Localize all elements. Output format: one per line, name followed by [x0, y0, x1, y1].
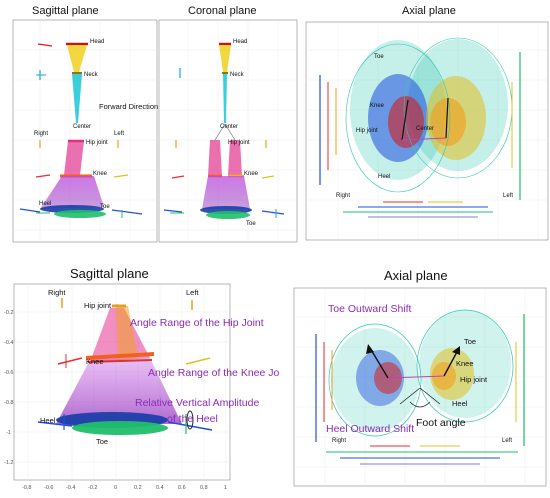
axial-figure-large: Toe Outward Shift Heel Outward Shift Foo…	[293, 287, 547, 487]
label-heel: Heel	[39, 201, 51, 207]
panel-title: Sagittal plane	[32, 5, 99, 17]
axial-figure-small: Toe Knee Hip joint Center Heel Right Lef…	[305, 21, 549, 241]
coronal-plane-panel: Coronal plane	[158, 0, 298, 262]
y-tick: -0.2	[4, 310, 13, 316]
label-left: Left	[502, 438, 512, 444]
sagittal-plane-panel-small: Sagittal plane	[0, 0, 158, 262]
label-left: Left	[114, 131, 124, 137]
y-tick: -1	[6, 430, 11, 436]
x-tick: 0.8	[200, 485, 208, 491]
label-knee: Knee	[93, 171, 108, 177]
x-tick: -0.8	[22, 485, 31, 491]
label-center: Center	[220, 124, 238, 130]
panel-title: Axial plane	[384, 268, 448, 283]
x-tick: 0	[114, 485, 117, 491]
label-center: Center	[73, 124, 91, 130]
x-tick: 0.4	[156, 485, 164, 491]
label-knee: Knee	[370, 103, 385, 109]
label-toe: Toe	[246, 221, 256, 227]
y-tick: -1.2	[4, 460, 13, 466]
label-head: Head	[233, 39, 247, 45]
label-neck: Neck	[84, 72, 99, 78]
y-tick: -0.8	[4, 400, 13, 406]
label-right: Right	[48, 288, 66, 297]
x-tick: 0.6	[178, 485, 186, 491]
label-heel: Heel	[452, 399, 468, 408]
annotation-heel-outward-shift: Heel Outward Shift	[326, 423, 414, 435]
label-hip-joint: Hip joint	[228, 140, 250, 146]
panel-title: Axial plane	[402, 5, 456, 17]
label-knee: Knee	[244, 171, 259, 177]
coronal-figure: Head Neck Center Hip joint Knee Toe	[158, 19, 298, 243]
label-knee: Knee	[456, 359, 474, 368]
x-tick: -0.2	[88, 485, 97, 491]
x-tick: -0.6	[44, 485, 53, 491]
label-toe: Toe	[100, 204, 110, 210]
axial-plane-panel-small: Axial plane	[298, 0, 550, 262]
label-hip-joint: Hip joint	[356, 128, 378, 134]
label-hip-joint: Hip joint	[86, 140, 108, 146]
label-heel: Heel	[378, 174, 390, 180]
label-right: Right	[332, 438, 346, 444]
label-forward-direction: Forward Direction	[99, 102, 158, 111]
label-toe: Toe	[96, 437, 108, 446]
label-right: Right	[34, 131, 48, 137]
axial-plane-panel-large: Axial plane	[280, 262, 550, 498]
panel-title: Coronal plane	[188, 5, 257, 17]
x-tick: 1	[224, 485, 227, 491]
annotation-hip-angle-range: Angle Range of the Hip Joint	[130, 317, 264, 329]
annotation-toe-outward-shift: Toe Outward Shift	[328, 303, 412, 315]
label-toe: Toe	[374, 54, 384, 60]
label-left: Left	[503, 193, 513, 199]
x-tick: -0.4	[66, 485, 75, 491]
label-toe: Toe	[464, 337, 476, 346]
label-hip-joint: Hip joint	[460, 375, 488, 384]
label-heel: Heel	[40, 416, 56, 425]
label-center: Center	[416, 126, 434, 132]
label-knee: Knee	[86, 357, 104, 366]
annotation-knee-angle-range: Angle Range of the Knee Joint	[148, 367, 280, 379]
label-right: Right	[336, 193, 350, 199]
annotation-heel-amplitude-line2: of the Heel	[167, 413, 218, 425]
annotation-foot-angle: Foot angle	[416, 417, 466, 429]
sagittal-figure-large: -0.2 -0.4 -0.6 -0.8 -1 -1.2 -0.8 -0.6 -0…	[4, 283, 280, 491]
y-tick: -0.4	[4, 340, 13, 346]
x-tick: 0.2	[134, 485, 142, 491]
label-hip-joint: Hip joint	[84, 301, 112, 310]
annotation-heel-amplitude-line1: Relative Vertical Amplitude	[135, 397, 259, 409]
label-head: Head	[90, 39, 104, 45]
sagittal-plane-panel-large: Sagittal plane -0.2 -0.4 -0.6 -0.8 -1 -1…	[0, 262, 280, 498]
label-left: Left	[186, 288, 199, 297]
sagittal-figure-small: Head Neck Forward Direction Center Right…	[12, 19, 158, 243]
label-neck: Neck	[230, 72, 245, 78]
y-tick: -0.6	[4, 370, 13, 376]
panel-title: Sagittal plane	[70, 266, 149, 281]
